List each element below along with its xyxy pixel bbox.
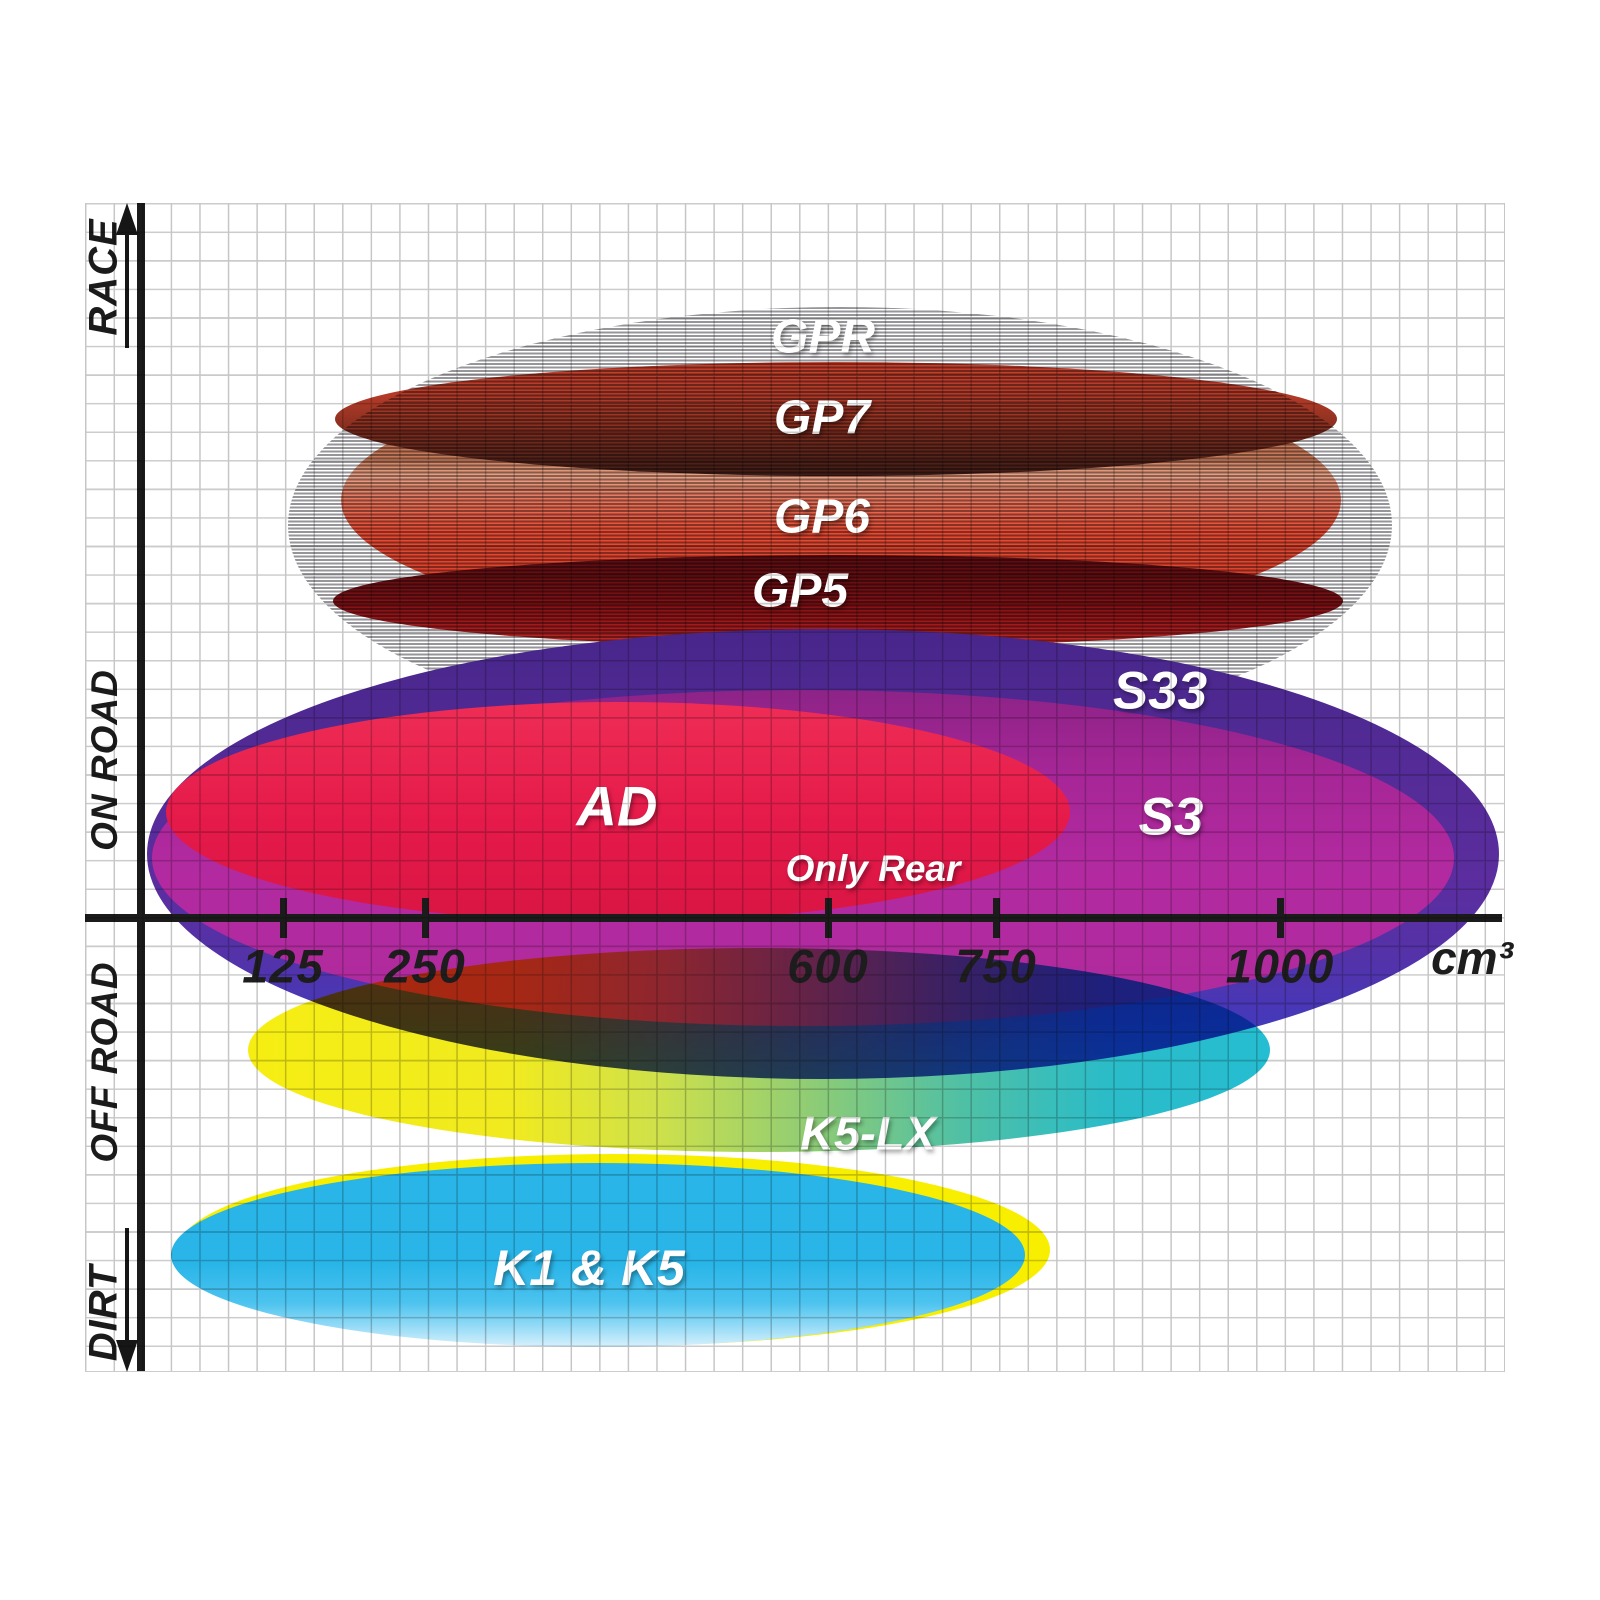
dirt-arrow-down-head-icon — [116, 1340, 138, 1372]
y-band-label-on-road: ON ROAD — [84, 669, 125, 851]
label-s3: S3 — [1138, 787, 1204, 847]
x-tick-label-1000: 1000 — [1225, 939, 1335, 993]
label-s33: S33 — [1112, 661, 1208, 721]
x-tick-750 — [993, 898, 1000, 938]
x-tick-125 — [280, 898, 287, 938]
label-gp6: GP6 — [773, 490, 871, 544]
race-arrow-up-head-icon — [116, 203, 138, 235]
y-band-label-off-road: OFF ROAD — [84, 961, 125, 1163]
x-tick-label-600: 600 — [787, 939, 869, 993]
x-tick-600 — [825, 898, 832, 938]
label-gp7: GP7 — [773, 391, 871, 445]
y-band-label-race: RACE — [81, 218, 126, 336]
x-tick-250 — [422, 898, 429, 938]
label-ad: AD — [576, 774, 658, 838]
race-arrow-up-icon — [125, 232, 129, 348]
label-ad-only-rear: Only Rear — [785, 848, 961, 889]
x-tick-1000 — [1277, 898, 1284, 938]
x-axis-unit-label: cm³ — [1431, 932, 1513, 984]
x-tick-label-125: 125 — [242, 939, 324, 993]
label-k5lx: K5-LX — [800, 1106, 936, 1160]
dirt-arrow-down-icon — [125, 1228, 129, 1344]
y-axis-line — [137, 203, 145, 1371]
label-k1k5: K1 & K5 — [493, 1240, 685, 1296]
x-tick-label-250: 250 — [384, 939, 466, 993]
x-tick-label-750: 750 — [955, 939, 1037, 993]
label-gp5: GP5 — [751, 564, 849, 618]
label-gpr: GPR — [770, 310, 876, 364]
x-axis-line — [85, 914, 1502, 922]
